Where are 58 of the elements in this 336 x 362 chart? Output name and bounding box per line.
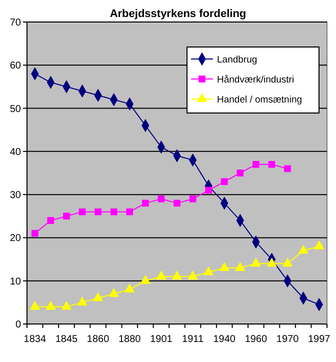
point [174,200,180,207]
point [250,258,262,267]
point [189,195,196,202]
point [298,244,308,254]
point [126,208,134,216]
x-tick-label: 1960 [244,334,268,345]
point [108,288,119,297]
x-tick-label: 1860 [86,334,110,345]
point [204,266,214,276]
point [220,178,228,186]
x-tick-label: 1970 [276,334,300,345]
point [156,270,166,280]
y-tick-label: 10 [10,276,22,288]
point [266,258,277,267]
x-tick-label: 1845 [55,334,78,345]
legend-label: Landbrug [217,54,258,66]
y-tick-label: 30 [10,190,22,202]
legend-label: Håndværk/industri [217,74,294,86]
point [92,292,104,302]
point [284,165,291,172]
point [158,195,165,202]
point [235,262,246,271]
point [30,300,40,310]
x-tick-label: 1880 [118,334,142,345]
y-tick-label: 70 [10,18,22,28]
y-tick-label: 40 [10,146,22,158]
point [188,270,198,280]
point [172,270,182,280]
point [94,208,102,216]
x-tick-label: 1997 [308,334,331,345]
point [63,212,70,220]
point [268,160,276,168]
point [61,300,72,310]
point [78,208,86,216]
point [142,200,149,207]
y-tick-label: 60 [10,60,22,72]
point [314,240,324,250]
point [252,160,260,168]
y-tick-label: 50 [10,104,22,115]
point [205,186,212,194]
point [219,262,230,271]
x-tick-label: 1940 [213,334,236,345]
point [236,170,244,176]
point [47,217,54,224]
point [124,284,135,293]
x-tick-label: 1834 [24,334,46,345]
point [282,258,293,267]
chart-title: Arbejdsstyrkens fordeling [110,8,246,20]
point [140,275,150,284]
y-tick-label: 0 [15,320,22,330]
legend-label: Handel / omsætning [217,94,302,106]
point [31,230,38,237]
x-tick-label: 1901 [150,334,173,345]
point [110,208,118,216]
point [46,300,56,310]
x-tick-label: 1911 [182,334,204,345]
y-tick-label: 20 [10,233,22,244]
point [77,296,88,306]
